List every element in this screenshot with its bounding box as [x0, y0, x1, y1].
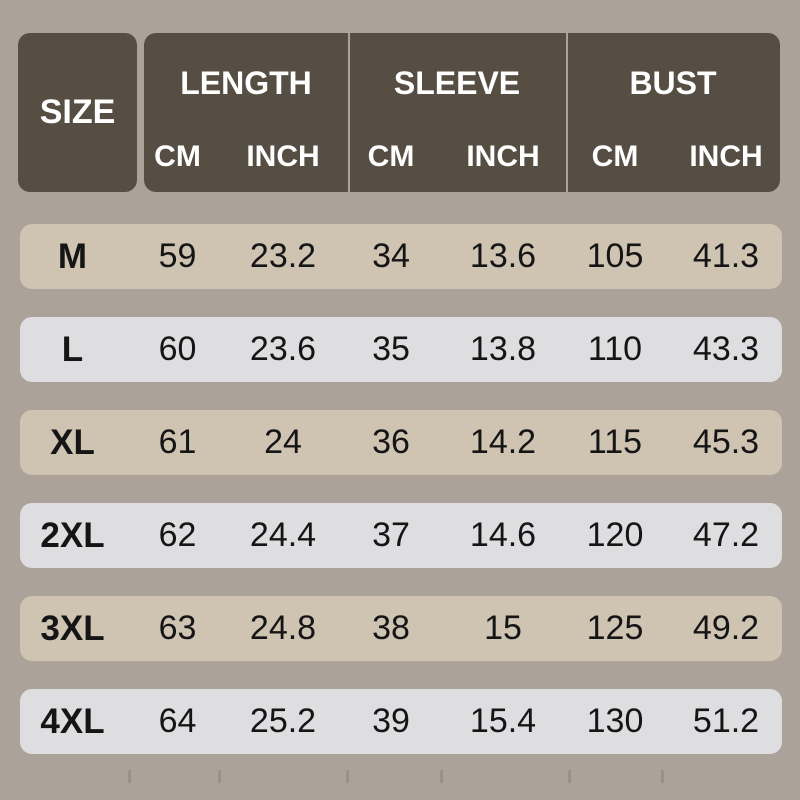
sleeve-inch-value: 14.2: [469, 423, 537, 461]
bust-inch-value: 43.3: [692, 330, 760, 368]
bust-inch-value: 49.2: [692, 609, 760, 647]
bust-cm-value: 105: [586, 237, 644, 275]
length-cm-value: 64: [158, 702, 197, 740]
length-cm-value: 63: [158, 609, 197, 647]
length-inch-value: 24.4: [249, 516, 317, 554]
length-group-header: LENGTH: [180, 65, 312, 101]
size-row-m: M 59 23.2 34 13.6 105 41.3: [20, 224, 782, 289]
size-row-3xl: 3XL 63 24.8 38 15 125 49.2: [20, 596, 782, 661]
sleeve-inch-value: 13.6: [469, 237, 537, 275]
length-inch-value: 24: [264, 423, 302, 461]
sleeve-inch-value: 15.4: [469, 702, 537, 740]
bust-group-header: BUST: [629, 65, 717, 101]
bust-inch-value: 41.3: [692, 237, 760, 275]
sleeve-cm-value: 36: [372, 423, 410, 461]
sleeve-inch-value: 13.8: [469, 330, 537, 368]
bottom-tick-mark: [128, 770, 131, 783]
sleeve-group-header: SLEEVE: [393, 65, 521, 101]
size-label: 3XL: [40, 609, 105, 648]
sleeve-cm-value: 39: [372, 702, 410, 740]
size-label: 4XL: [40, 702, 105, 741]
bust-cm-value: 115: [587, 423, 643, 461]
length-cm-value: 59: [158, 237, 197, 275]
bust-cm-value: 120: [586, 516, 644, 554]
sleeve-inch-value: 14.6: [469, 516, 537, 554]
header-measurements-block: LENGTH SLEEVE BUST CM INCH CM INCH CM IN…: [144, 33, 780, 192]
length-inch-value: 25.2: [249, 702, 317, 740]
bottom-tick-mark: [661, 770, 664, 783]
bottom-tick-mark: [440, 770, 443, 783]
bust-inch-value: 47.2: [692, 516, 760, 554]
sleeve-cm-value: 34: [372, 237, 410, 275]
sleeve-cm-value: 37: [372, 516, 410, 554]
sleeve-inch-header: INCH: [466, 140, 540, 173]
bust-inch-header: INCH: [689, 140, 763, 173]
length-cm-value: 61: [158, 423, 197, 461]
length-cm-value: 62: [158, 516, 197, 554]
bottom-tick-mark: [218, 770, 221, 783]
header-size-cell: SIZE: [18, 33, 137, 192]
size-label: M: [57, 237, 88, 276]
bust-cm-value: 125: [586, 609, 644, 647]
size-row-2xl: 2XL 62 24.4 37 14.6 120 47.2: [20, 503, 782, 568]
bust-inch-value: 51.2: [692, 702, 760, 740]
size-row-l: L 60 23.6 35 13.8 110 43.3: [20, 317, 782, 382]
sleeve-cm-value: 38: [372, 609, 410, 647]
bust-cm-header: CM: [591, 140, 639, 173]
bust-cm-value: 130: [586, 702, 644, 740]
size-label: L: [61, 330, 84, 369]
length-inch-value: 23.6: [249, 330, 317, 368]
bust-inch-value: 45.3: [692, 423, 760, 461]
header-divider: [348, 33, 350, 192]
length-inch-value: 24.8: [249, 609, 317, 647]
sleeve-inch-value: 15: [484, 609, 522, 647]
bottom-tick-mark: [346, 770, 349, 783]
length-cm-value: 60: [158, 330, 197, 368]
header-divider: [566, 33, 568, 192]
size-label: 2XL: [40, 516, 105, 555]
bust-cm-value: 110: [587, 330, 643, 368]
length-cm-header: CM: [154, 140, 201, 173]
length-inch-value: 23.2: [249, 237, 317, 275]
bottom-tick-mark: [568, 770, 571, 783]
size-row-xl: XL 61 24 36 14.2 115 45.3: [20, 410, 782, 475]
size-row-4xl: 4XL 64 25.2 39 15.4 130 51.2: [20, 689, 782, 754]
size-label: XL: [50, 423, 95, 462]
sleeve-cm-value: 35: [372, 330, 410, 368]
sleeve-cm-header: CM: [367, 140, 415, 173]
size-header-label: SIZE: [39, 93, 116, 131]
length-inch-header: INCH: [246, 140, 320, 173]
